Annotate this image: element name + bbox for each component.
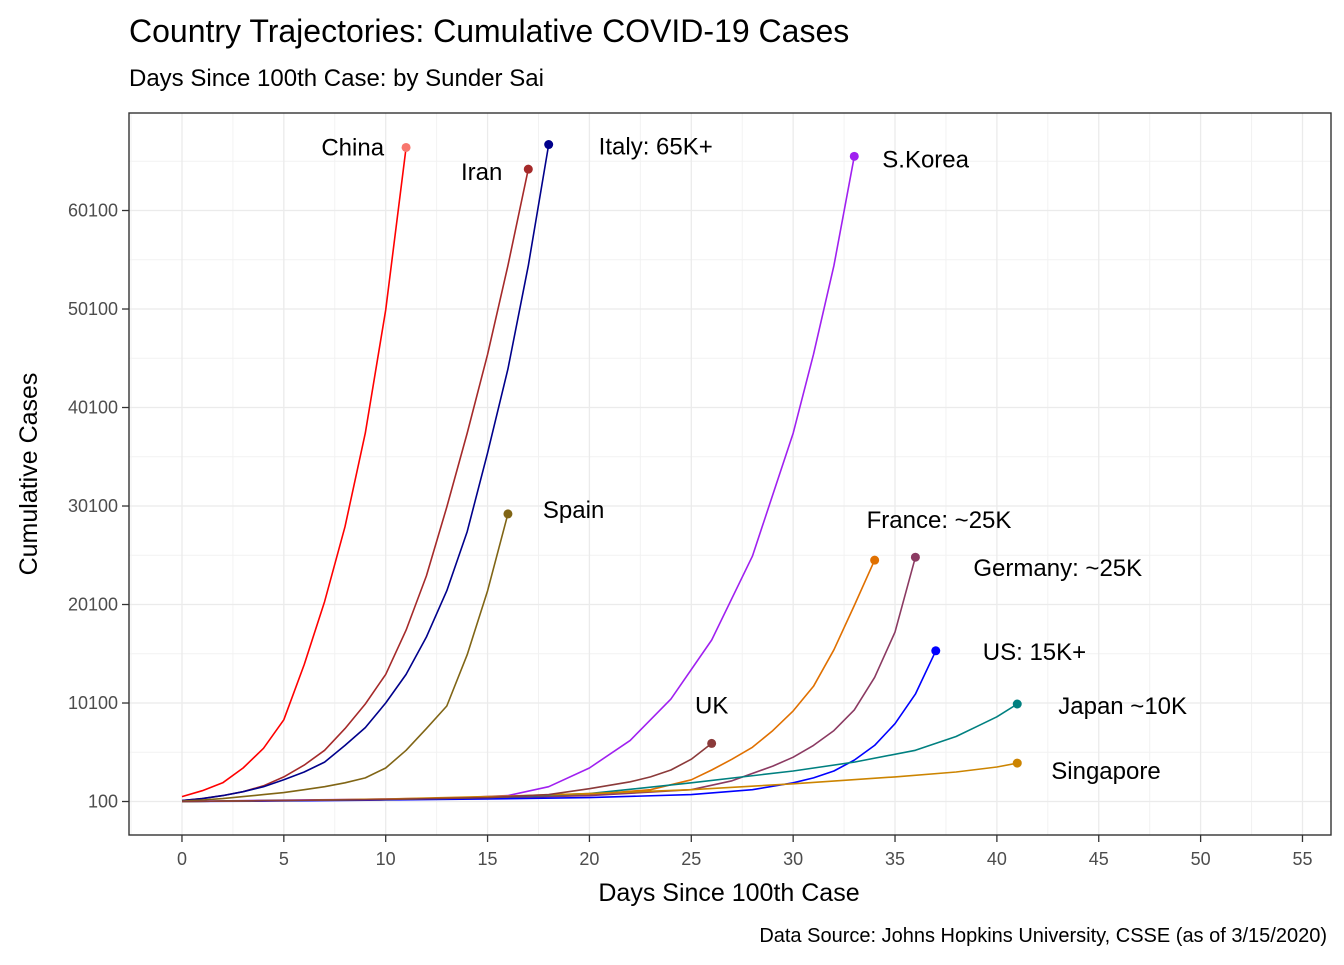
y-tick-label: 60100 [68, 201, 118, 221]
series-endpoint-france [870, 555, 880, 565]
y-tick-label: 40100 [68, 398, 118, 418]
series-label-uk: UK [695, 692, 728, 719]
x-tick-label: 55 [1292, 849, 1312, 869]
x-tick-label: 10 [376, 849, 396, 869]
series-endpoint-uk [707, 738, 717, 748]
y-tick-label: 50100 [68, 299, 118, 319]
data-source-caption: Data Source: Johns Hopkins University, C… [759, 925, 1327, 947]
series-line-uk [181, 742, 713, 803]
series-line-spain [181, 513, 509, 802]
series-line-italy [181, 144, 550, 802]
y-tick-label: 100 [88, 792, 118, 812]
series-label-us: US: 15K+ [983, 639, 1086, 666]
chart-title: Country Trajectories: Cumulative COVID-1… [129, 13, 849, 49]
series-endpoint-italy [544, 140, 554, 150]
y-tick-label: 30100 [68, 496, 118, 516]
series-endpoint-germany [910, 552, 920, 562]
grid-minor [129, 113, 1331, 835]
series-lines [181, 144, 1018, 803]
plot-panel [129, 113, 1331, 835]
series-endpoint-japan [1012, 699, 1022, 709]
series-endpoint-spain [503, 509, 513, 519]
series-label-skorea: S.Korea [882, 146, 969, 173]
series-label-france: France: ~25K [867, 507, 1012, 534]
series-endpoint-china [401, 142, 411, 152]
series-points [401, 140, 1022, 768]
x-axis: 0 5 10 15 20 25 30 35 40 45 50 55 [177, 835, 1312, 869]
x-tick-label: 50 [1191, 849, 1211, 869]
series-line-china [181, 147, 407, 798]
series-endpoint-us [931, 646, 941, 656]
grid-major [129, 113, 1331, 835]
series-label-germany: Germany: ~25K [973, 555, 1142, 582]
series-label-singapore: Singapore [1051, 758, 1160, 785]
y-tick-label: 10100 [68, 693, 118, 713]
x-tick-label: 35 [885, 849, 905, 869]
x-tick-label: 20 [579, 849, 599, 869]
series-endpoint-iran [523, 164, 533, 174]
x-tick-label: 15 [478, 849, 498, 869]
series-label-japan: Japan ~10K [1058, 693, 1187, 720]
x-tick-label: 45 [1089, 849, 1109, 869]
x-tick-label: 25 [681, 849, 701, 869]
series-labels: China Iran Italy: 65K+ Spain S.Korea France: … [321, 134, 1187, 786]
y-axis-title: Cumulative Cases [15, 373, 43, 576]
series-label-italy: Italy: 65K+ [599, 134, 713, 161]
series-endpoint-singapore [1012, 758, 1022, 768]
chart-subtitle: Days Since 100th Case: by Sunder Sai [129, 65, 544, 92]
y-tick-label: 20100 [68, 595, 118, 615]
series-label-china: China [321, 134, 384, 161]
x-tick-label: 40 [987, 849, 1007, 869]
series-endpoint-skorea [849, 151, 859, 161]
series-label-iran: Iran [461, 159, 502, 186]
y-axis: 100 10100 20100 30100 40100 50100 60100 [68, 201, 129, 812]
x-tick-label: 30 [783, 849, 803, 869]
series-label-spain: Spain [543, 497, 604, 524]
x-tick-label: 0 [177, 849, 187, 869]
x-axis-title: Days Since 100th Case [598, 879, 859, 907]
x-tick-label: 5 [279, 849, 289, 869]
plot-border [128, 112, 1332, 836]
